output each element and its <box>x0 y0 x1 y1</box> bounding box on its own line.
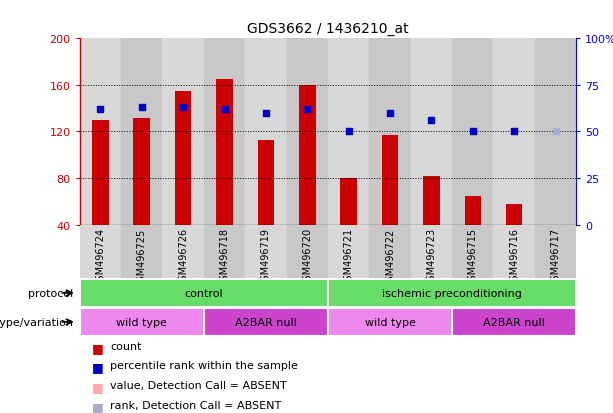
Bar <box>80 308 204 336</box>
Bar <box>80 279 328 307</box>
Bar <box>328 225 369 279</box>
Bar <box>411 225 452 279</box>
Text: rank, Detection Call = ABSENT: rank, Detection Call = ABSENT <box>110 400 281 410</box>
Bar <box>175 92 191 225</box>
Point <box>344 129 354 135</box>
Text: A2BAR null: A2BAR null <box>483 317 545 327</box>
Bar <box>204 308 328 336</box>
Text: ischemic preconditioning: ischemic preconditioning <box>382 288 522 298</box>
Bar <box>493 225 535 279</box>
Bar <box>134 118 150 225</box>
Bar <box>535 39 576 225</box>
Point <box>427 118 436 124</box>
Text: GSM496722: GSM496722 <box>385 228 395 287</box>
Bar <box>80 39 121 225</box>
Bar <box>506 204 522 225</box>
Bar <box>452 308 576 336</box>
Bar <box>535 225 576 279</box>
Point <box>219 107 229 113</box>
Text: control: control <box>185 288 223 298</box>
Text: protocol: protocol <box>28 288 74 298</box>
Point <box>261 110 271 117</box>
Point <box>509 129 519 135</box>
Bar <box>328 308 452 336</box>
Text: GSM496719: GSM496719 <box>261 228 271 287</box>
Text: GSM496725: GSM496725 <box>137 228 147 287</box>
Bar <box>287 39 328 225</box>
Text: GSM496724: GSM496724 <box>96 228 105 287</box>
Text: ■: ■ <box>92 361 104 373</box>
Bar <box>121 225 162 279</box>
Bar <box>245 39 286 225</box>
Text: GSM496720: GSM496720 <box>302 228 312 287</box>
Text: GSM496715: GSM496715 <box>468 228 478 287</box>
Bar <box>369 39 411 225</box>
Text: wild type: wild type <box>116 317 167 327</box>
Bar <box>328 39 369 225</box>
Bar <box>204 225 245 279</box>
Point <box>96 107 105 113</box>
Text: GSM496716: GSM496716 <box>509 228 519 287</box>
Bar <box>80 225 121 279</box>
Text: GSM496723: GSM496723 <box>427 228 436 287</box>
Bar <box>465 196 481 225</box>
Point <box>550 129 560 135</box>
Bar <box>369 225 411 279</box>
Bar <box>287 225 328 279</box>
Bar <box>257 140 274 225</box>
Bar <box>245 225 286 279</box>
Text: ■: ■ <box>92 380 104 393</box>
Point <box>137 105 147 112</box>
Text: genotype/variation: genotype/variation <box>0 317 74 327</box>
Point <box>468 129 478 135</box>
Text: A2BAR null: A2BAR null <box>235 317 297 327</box>
Bar <box>216 80 233 225</box>
Text: ■: ■ <box>92 341 104 354</box>
Bar <box>423 176 440 225</box>
Bar <box>162 225 204 279</box>
Text: value, Detection Call = ABSENT: value, Detection Call = ABSENT <box>110 380 287 390</box>
Text: GSM496726: GSM496726 <box>178 228 188 287</box>
Bar <box>328 279 576 307</box>
Title: GDS3662 / 1436210_at: GDS3662 / 1436210_at <box>247 21 409 36</box>
Text: percentile rank within the sample: percentile rank within the sample <box>110 361 298 370</box>
Text: ■: ■ <box>92 400 104 413</box>
Bar <box>340 179 357 225</box>
Bar <box>299 86 316 225</box>
Text: GSM496717: GSM496717 <box>550 228 560 287</box>
Bar <box>162 39 204 225</box>
Point <box>385 110 395 117</box>
Text: wild type: wild type <box>365 317 416 327</box>
Text: count: count <box>110 341 142 351</box>
Bar <box>204 39 245 225</box>
Text: GSM496721: GSM496721 <box>344 228 354 287</box>
Point <box>302 107 312 113</box>
Bar <box>493 39 535 225</box>
Bar <box>121 39 162 225</box>
Text: GSM496718: GSM496718 <box>219 228 229 287</box>
Bar <box>452 225 493 279</box>
Bar <box>92 121 109 225</box>
Bar <box>452 39 493 225</box>
Bar <box>382 135 398 225</box>
Bar <box>411 39 452 225</box>
Point <box>178 105 188 112</box>
